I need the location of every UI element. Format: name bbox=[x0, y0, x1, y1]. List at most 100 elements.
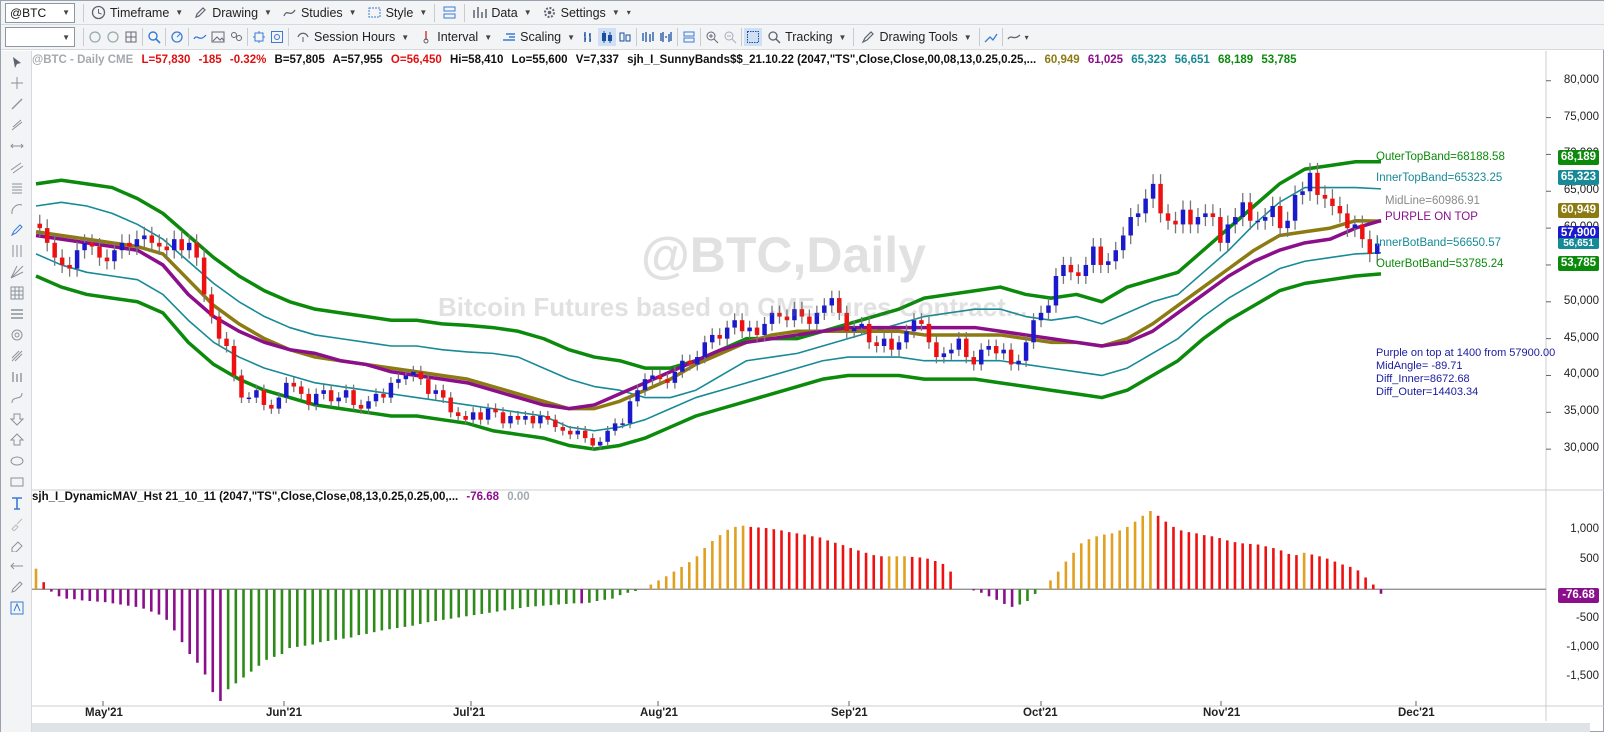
tracking-menu[interactable]: Tracking ▼ bbox=[762, 26, 851, 48]
signal-info-line-2: MidAngle= -89.71 bbox=[1376, 360, 1463, 372]
zoom-icon[interactable] bbox=[145, 28, 163, 46]
drawing-menu[interactable]: Drawing ▼ bbox=[188, 2, 277, 24]
link-icon[interactable] bbox=[104, 28, 122, 46]
histogram-tick-label: 1,000 bbox=[1570, 523, 1599, 536]
session-hours-label: Session Hours bbox=[314, 30, 396, 44]
candle-body bbox=[216, 316, 222, 339]
panes-icon[interactable] bbox=[680, 28, 698, 46]
candle-body bbox=[493, 408, 498, 413]
candle-body bbox=[1068, 264, 1074, 273]
signal-info-line-1: Purple on top at 1400 from 57900.00 bbox=[1376, 347, 1556, 359]
gann-icon[interactable] bbox=[1, 261, 32, 282]
candle-body bbox=[1135, 213, 1141, 218]
chart-settings-icon[interactable] bbox=[268, 28, 286, 46]
candle-body bbox=[695, 357, 700, 365]
plugin-icon[interactable] bbox=[250, 28, 268, 46]
grid-lines-icon[interactable] bbox=[1, 282, 32, 303]
time-tick-label: Nov'21 bbox=[1203, 707, 1241, 719]
measure-icon[interactable] bbox=[1, 555, 32, 576]
ohlc-bars-icon[interactable] bbox=[580, 28, 598, 46]
price-tick-label: 30,000 bbox=[1563, 442, 1599, 455]
crosshair-icon[interactable] bbox=[1, 72, 32, 93]
overflow-icon[interactable]: ▾ bbox=[1024, 32, 1029, 42]
study-value-5: 68,189 bbox=[1218, 54, 1254, 66]
zoom-out-icon[interactable] bbox=[721, 28, 739, 46]
eraser-icon[interactable] bbox=[1, 534, 32, 555]
candle-body bbox=[799, 309, 805, 317]
text-tool-icon[interactable] bbox=[1, 492, 32, 513]
candle-body bbox=[455, 412, 461, 416]
candle-body bbox=[650, 375, 655, 380]
crosshair-grid-icon[interactable] bbox=[744, 28, 763, 46]
arrow-up-icon[interactable] bbox=[1, 429, 32, 450]
zoom-in-icon[interactable] bbox=[703, 28, 721, 46]
line-icon[interactable] bbox=[1, 93, 32, 114]
pointer-icon[interactable] bbox=[1, 51, 32, 72]
candle-body bbox=[762, 323, 767, 335]
curve-icon[interactable] bbox=[1, 387, 32, 408]
picture-icon[interactable] bbox=[209, 28, 227, 46]
separator bbox=[636, 28, 638, 46]
candle-body bbox=[343, 390, 349, 398]
last-price: L=57,830 bbox=[141, 54, 191, 66]
horizontal-line-icon[interactable] bbox=[1, 135, 32, 156]
purple-on-top-label: PURPLE ON TOP bbox=[1385, 211, 1478, 223]
channel-icon[interactable] bbox=[1, 156, 32, 177]
arrow-down-icon[interactable] bbox=[1, 408, 32, 429]
candle-body bbox=[82, 242, 87, 251]
overflow-icon[interactable]: ▾ bbox=[626, 8, 631, 17]
settings-menu[interactable]: Settings ▼ bbox=[537, 2, 625, 24]
timeframe-menu[interactable]: Timeframe ▼ bbox=[86, 2, 188, 24]
study-value-4: 56,651 bbox=[1174, 54, 1210, 66]
wave-icon[interactable] bbox=[191, 28, 209, 46]
candle-body bbox=[747, 327, 752, 332]
pitchfork-icon[interactable] bbox=[1, 345, 32, 366]
brush-icon[interactable] bbox=[1, 513, 32, 534]
candle-body bbox=[1345, 213, 1350, 229]
analytics-icon[interactable] bbox=[1005, 28, 1023, 46]
bars-spread-icon[interactable] bbox=[639, 28, 657, 46]
style-label: Style bbox=[385, 5, 414, 20]
time-tick-label: Jun'21 bbox=[266, 707, 302, 719]
trend-add-icon[interactable] bbox=[982, 28, 1000, 46]
clock-icon bbox=[91, 5, 106, 20]
data-menu[interactable]: Data ▼ bbox=[467, 2, 536, 24]
ellipse-icon[interactable] bbox=[1, 450, 32, 471]
candles-hollow-icon[interactable] bbox=[616, 28, 634, 46]
ray-icon[interactable] bbox=[1, 114, 32, 135]
candle-body bbox=[396, 379, 401, 383]
candle-body bbox=[754, 327, 760, 335]
horizontal-scrollbar[interactable] bbox=[32, 723, 1590, 732]
symbol-box[interactable]: @BTC ▼ bbox=[5, 2, 75, 23]
separator bbox=[853, 28, 855, 46]
interval-menu[interactable]: Interval ▼ bbox=[414, 26, 497, 48]
layout-button[interactable] bbox=[437, 2, 462, 24]
main-toolbar: @BTC ▼ Timeframe ▼ Drawing ▼ Studies ▼ Styl… bbox=[1, 1, 1604, 25]
arc-icon[interactable] bbox=[1, 198, 32, 219]
refresh-icon[interactable] bbox=[86, 28, 104, 46]
layout-icon bbox=[443, 6, 456, 19]
vertical-lines-icon[interactable] bbox=[1, 240, 32, 261]
interval-box[interactable]: ▼ bbox=[5, 27, 75, 47]
session-hours-menu[interactable]: Session Hours ▼ bbox=[291, 26, 414, 48]
rectangle-icon[interactable] bbox=[1, 471, 32, 492]
fib-icon[interactable] bbox=[1, 177, 32, 198]
spiral-icon[interactable] bbox=[1, 324, 32, 345]
study-value-1: 60,949 bbox=[1044, 54, 1080, 66]
scaling-menu[interactable]: Scaling ▼ bbox=[497, 26, 580, 48]
studies-menu[interactable]: Studies ▼ bbox=[277, 2, 362, 24]
levels-icon[interactable] bbox=[1, 303, 32, 324]
grid-icon[interactable] bbox=[122, 28, 140, 46]
bars-pattern-icon[interactable] bbox=[1, 366, 32, 387]
candles-filled-icon[interactable] bbox=[598, 28, 617, 46]
speedometer-icon[interactable] bbox=[168, 28, 186, 46]
people-icon[interactable] bbox=[227, 28, 245, 46]
bars-compress-icon[interactable] bbox=[657, 28, 675, 46]
style-menu[interactable]: Style ▼ bbox=[362, 2, 433, 24]
annotation-icon[interactable] bbox=[1, 597, 32, 618]
highlighter-icon[interactable] bbox=[1, 576, 32, 597]
session-icon bbox=[297, 32, 309, 42]
pen-icon[interactable] bbox=[1, 219, 32, 240]
drawing-tools-menu[interactable]: Drawing Tools ▼ bbox=[856, 26, 976, 48]
